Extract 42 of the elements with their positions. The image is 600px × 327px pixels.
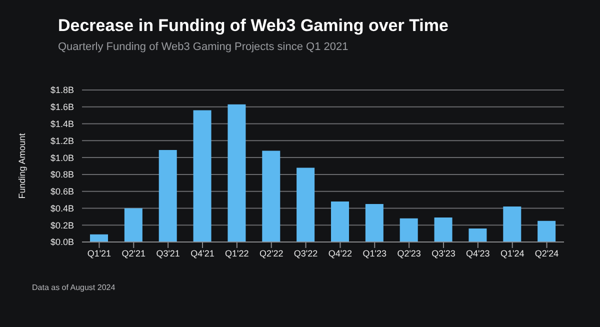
bar <box>228 104 246 242</box>
bar <box>331 201 349 242</box>
bar <box>193 110 212 242</box>
x-tick-label: Q3'21 <box>156 248 180 258</box>
x-tick-label: Q1'24 <box>500 248 524 258</box>
x-tick-label: Q4'22 <box>328 248 352 258</box>
bar <box>434 218 452 242</box>
y-axis-title: Funding Amount <box>17 132 28 199</box>
y-tick-label: $0.0B <box>50 237 74 248</box>
bar <box>538 220 556 242</box>
x-tick-label: Q4'21 <box>190 248 214 258</box>
y-tick-label: $0.6B <box>50 186 74 197</box>
x-tick-label: Q2'22 <box>259 248 284 258</box>
chart-subtitle: Quarterly Funding of Web3 Gaming Projects since Q1 2021 <box>58 41 348 53</box>
y-tick-label: $1.2B <box>50 136 74 146</box>
y-tick-label: $0.4B <box>50 203 74 214</box>
text: Data as of August 2024 <box>32 283 116 292</box>
bar <box>90 234 108 242</box>
bar <box>400 218 418 242</box>
x-tick-label: Q1'22 <box>225 248 249 258</box>
y-tick-label: $1.6B <box>50 102 74 112</box>
x-tick-label: Q4'23 <box>466 248 490 258</box>
bar <box>296 168 315 242</box>
y-tick-label: $0.2B <box>50 220 74 230</box>
x-tick-label: Q2'24 <box>534 248 559 258</box>
x-tick-label: Q3'22 <box>294 248 318 258</box>
bar <box>262 150 280 242</box>
x-tick-label: Q2'23 <box>397 248 421 258</box>
bar <box>365 204 384 242</box>
y-tick-label: $1.4B <box>50 118 74 129</box>
bar <box>158 150 177 242</box>
y-tick-label: $1.8B <box>50 85 74 96</box>
bar <box>468 228 487 242</box>
x-tick-label: Q3'23 <box>432 248 456 258</box>
y-tick-label: $0.8B <box>50 170 74 180</box>
bar <box>124 208 142 242</box>
bar <box>503 206 522 242</box>
y-tick-label: $1.0B <box>50 152 74 163</box>
chart-title: Decrease in Funding of Web3 Gaming over Time <box>58 16 448 36</box>
x-tick-label: Q1'21 <box>87 248 112 258</box>
x-tick-label: Q2'21 <box>122 248 146 258</box>
x-tick-label: Q1'23 <box>362 248 387 258</box>
